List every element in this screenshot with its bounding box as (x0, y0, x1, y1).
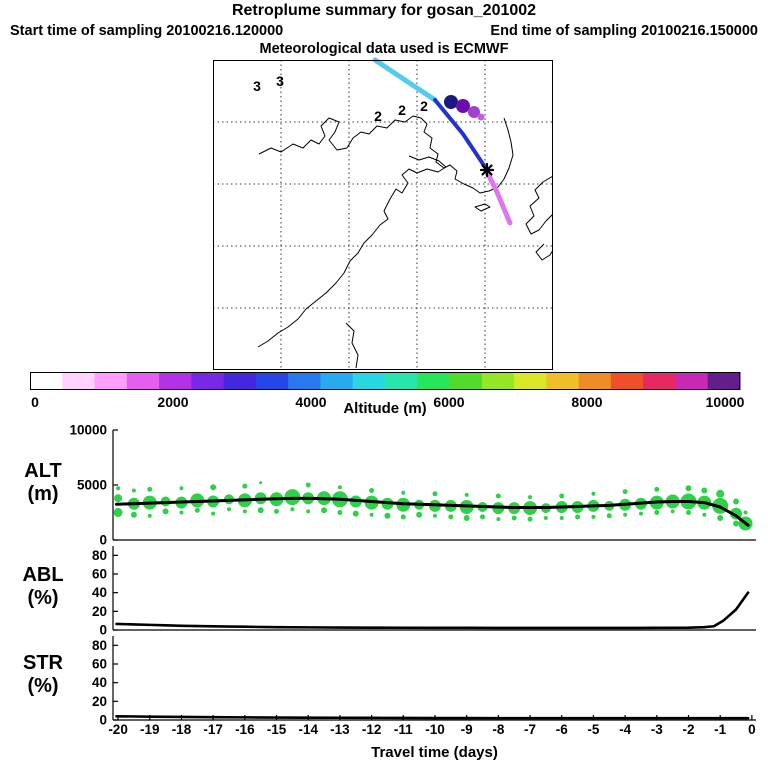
receptor-marker (479, 162, 495, 178)
svg-text:20: 20 (92, 604, 107, 619)
svg-text:2000: 2000 (157, 394, 188, 410)
svg-text:-18: -18 (172, 722, 192, 737)
svg-text:0: 0 (748, 722, 756, 737)
svg-text:5000: 5000 (77, 478, 107, 493)
svg-text:-14: -14 (298, 722, 318, 737)
svg-text:-11: -11 (394, 722, 413, 737)
map-border (213, 60, 553, 370)
svg-text:10000: 10000 (706, 394, 745, 410)
travel-time-axis: -20 -19 -18 -17 -16 -15 -14 -13 -12 -11 -10 -9 -8 -7-… (108, 715, 756, 737)
svg-text:-8: -8 (492, 722, 504, 737)
svg-text:-2: -2 (682, 722, 694, 737)
svg-text:-3: -3 (651, 722, 663, 737)
svg-text:2: 2 (374, 108, 382, 124)
svg-text:0: 0 (99, 713, 107, 728)
svg-text:6000: 6000 (433, 394, 464, 410)
cluster-count-labels: 3 32 2 2 (253, 73, 428, 124)
svg-text:-13: -13 (330, 722, 350, 737)
svg-text:0: 0 (99, 533, 107, 548)
figure-title: Retroplume summary for gosan_201002 (231, 2, 537, 19)
svg-text:0: 0 (31, 394, 39, 410)
svg-text:2: 2 (398, 102, 406, 118)
sampling-times: Start time of sampling 20100216.120000 E… (0, 23, 768, 39)
svg-text:80: 80 (92, 548, 107, 563)
colorbar-tick-labels: 0 2000 4000 6000 8000 10000 (31, 394, 745, 410)
svg-text:3: 3 (276, 73, 284, 89)
svg-text:-17: -17 (203, 722, 223, 737)
svg-text:-6: -6 (556, 722, 568, 737)
start-time-label: Start time of sampling 20100216.120000 (10, 23, 284, 39)
svg-text:0: 0 (99, 623, 107, 638)
trajectory-map: 3 32 2 2 (213, 57, 554, 370)
svg-text:-5: -5 (587, 722, 599, 737)
map-coastlines (257, 115, 554, 369)
alt-panel: 0 5000 10000 (69, 423, 756, 548)
svg-text:-19: -19 (140, 722, 160, 737)
alt-axis-label: ALT (m) (24, 460, 62, 505)
svg-text:-9: -9 (461, 722, 473, 737)
colorbar-segments (30, 372, 741, 390)
x-axis-title: Travel time (days) (371, 744, 498, 761)
svg-text:80: 80 (92, 638, 107, 653)
svg-text:60: 60 (92, 567, 107, 582)
svg-text:4000: 4000 (295, 394, 326, 410)
end-time-label: End time of sampling 20100216.150000 (490, 23, 758, 39)
svg-text:-16: -16 (235, 722, 255, 737)
cluster-centroid-dots (444, 95, 485, 121)
svg-text:40: 40 (92, 675, 107, 690)
svg-text:20: 20 (92, 694, 107, 709)
svg-text:-15: -15 (267, 722, 287, 737)
altitude-colorbar: 0 2000 4000 6000 8000 10000 (30, 372, 745, 410)
colorbar-border (30, 372, 740, 390)
map-gridlines (213, 60, 553, 370)
met-data-label: Meteorological data used is ECMWF (259, 41, 509, 57)
svg-text:-4: -4 (619, 722, 631, 737)
svg-text:-1: -1 (714, 722, 726, 737)
svg-text:3: 3 (253, 78, 261, 94)
svg-text:-12: -12 (362, 722, 382, 737)
svg-text:8000: 8000 (571, 394, 602, 410)
svg-text:-20: -20 (108, 722, 128, 737)
svg-text:60: 60 (92, 657, 107, 672)
svg-text:40: 40 (92, 585, 107, 600)
svg-text:2: 2 (420, 98, 428, 114)
trajectory-path (372, 57, 513, 226)
abl-axis-label: ABL (%) (22, 564, 64, 609)
svg-text:10000: 10000 (69, 423, 107, 438)
str-panel: 0 20 40 60 80 (92, 636, 756, 728)
colorbar-axis-label: Altitude (m) (343, 400, 427, 417)
str-axis-label: STR (%) (23, 652, 63, 697)
svg-text:-10: -10 (425, 722, 445, 737)
abl-panel: 0 20 40 60 80 (92, 546, 756, 638)
svg-text:-7: -7 (524, 722, 536, 737)
